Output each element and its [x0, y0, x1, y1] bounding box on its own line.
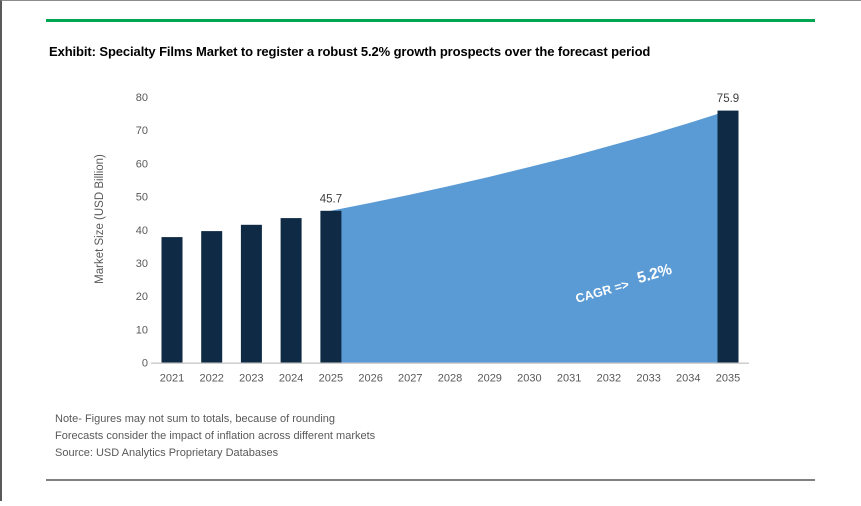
- y-tick-30: 30: [136, 258, 148, 270]
- page-title: Exhibit: Specialty Films Market to regis…: [49, 44, 651, 59]
- bar-2025: [320, 210, 342, 363]
- x-tick-2033: 2033: [636, 373, 660, 385]
- x-tick-2023: 2023: [239, 373, 263, 385]
- y-tick-40: 40: [136, 225, 148, 237]
- bar-2023: [240, 224, 262, 363]
- note-line-inflation: Forecasts consider the impact of inflati…: [55, 430, 376, 442]
- y-tick-70: 70: [136, 125, 148, 137]
- x-tick-2035: 2035: [716, 373, 740, 385]
- bar-2021: [161, 237, 183, 363]
- x-tick-2034: 2034: [676, 373, 700, 385]
- x-tick-2032: 2032: [597, 373, 621, 385]
- x-tick-2029: 2029: [477, 373, 501, 385]
- footer-rule: [46, 479, 815, 481]
- y-tick-20: 20: [136, 291, 148, 303]
- forecast-area: [330, 110, 728, 363]
- x-tick-2027: 2027: [398, 373, 422, 385]
- data-label-2025: 45.7: [320, 193, 342, 205]
- x-tick-2028: 2028: [438, 373, 462, 385]
- x-tick-2022: 2022: [199, 373, 223, 385]
- y-tick-50: 50: [136, 192, 148, 204]
- x-tick-2025: 2025: [319, 373, 343, 385]
- note-line-rounding: Note- Figures may not sum to totals, bec…: [55, 413, 336, 425]
- footer-notes: Note- Figures may not sum to totals, bec…: [55, 411, 375, 462]
- y-tick-80: 80: [136, 92, 148, 104]
- bar-2024: [280, 218, 302, 363]
- y-tick-10: 10: [136, 324, 148, 336]
- x-tick-2024: 2024: [279, 373, 303, 385]
- bar-2022: [201, 231, 223, 363]
- x-tick-2026: 2026: [358, 373, 382, 385]
- note-line-source: Source: USD Analytics Proprietary Databa…: [55, 447, 279, 459]
- top-accent-rule: [46, 19, 815, 22]
- y-tick-60: 60: [136, 158, 148, 170]
- x-tick-2031: 2031: [557, 373, 581, 385]
- y-tick-0: 0: [142, 358, 148, 370]
- x-tick-2030: 2030: [517, 373, 541, 385]
- data-label-2035: 75.9: [717, 93, 739, 105]
- y-axis-title: Market Size (USD Billion): [94, 154, 106, 284]
- bar-2035: [717, 110, 739, 363]
- x-tick-2021: 2021: [160, 373, 184, 385]
